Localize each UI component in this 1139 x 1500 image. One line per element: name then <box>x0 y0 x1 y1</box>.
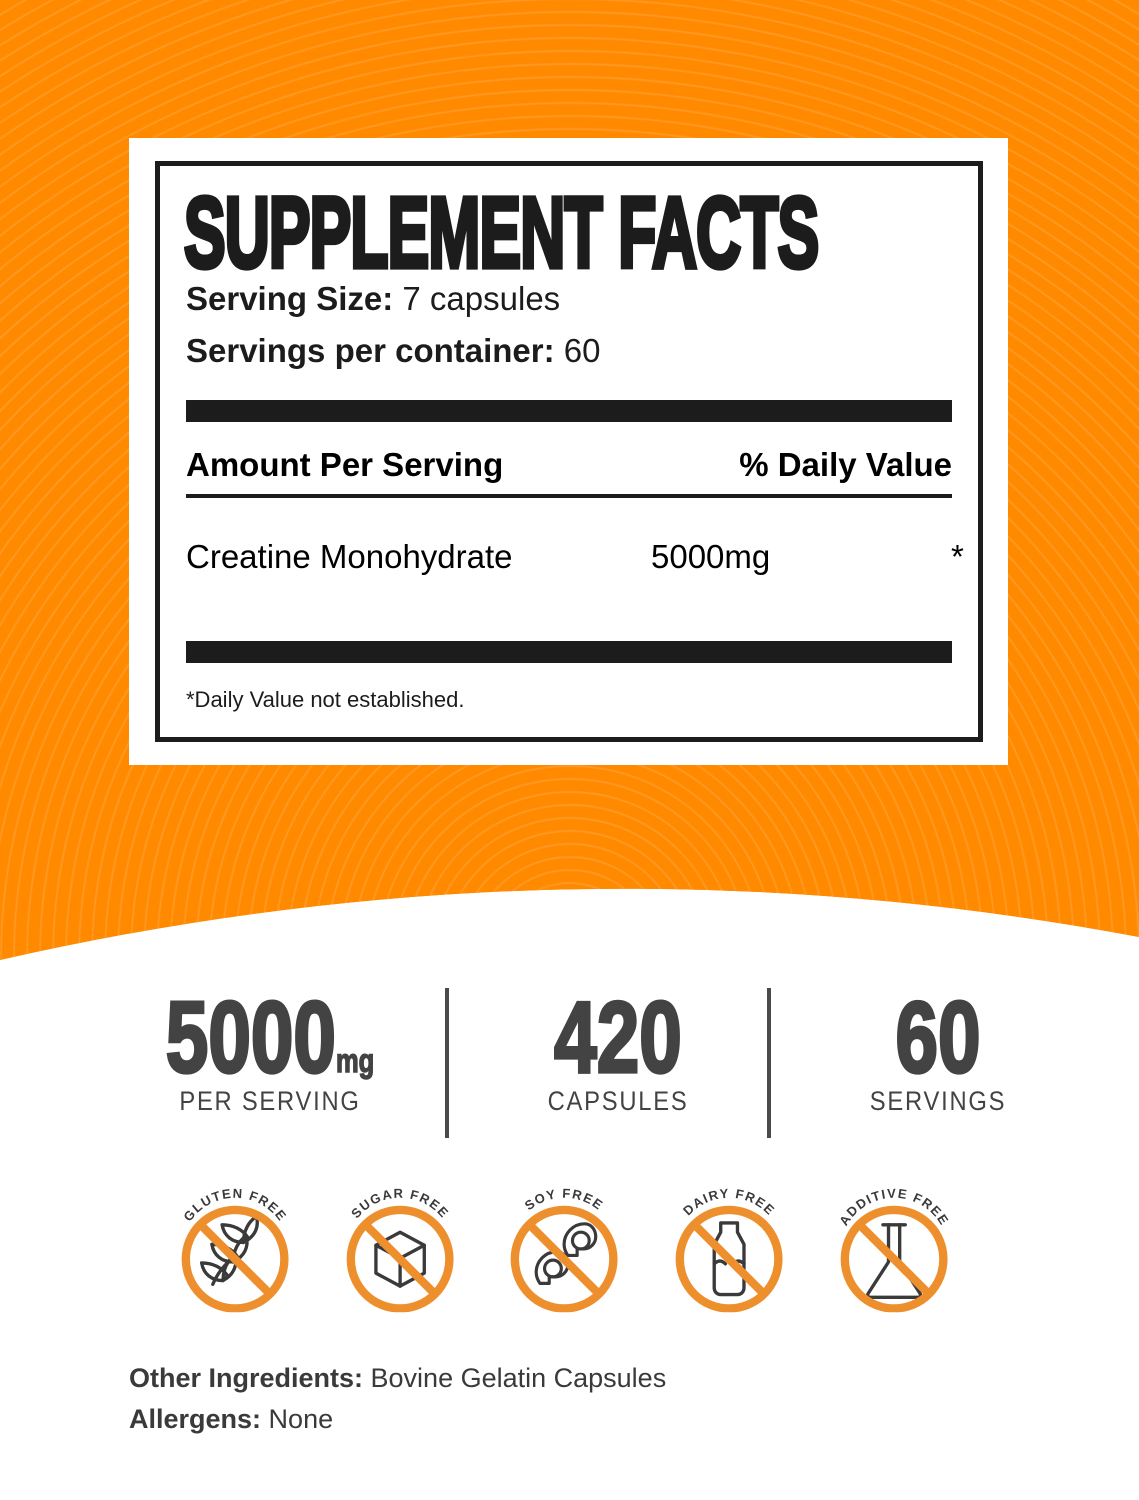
svg-text:SUGAR FREE: SUGAR FREE <box>348 1186 452 1221</box>
svg-text:GLUTEN FREE: GLUTEN FREE <box>180 1186 290 1225</box>
